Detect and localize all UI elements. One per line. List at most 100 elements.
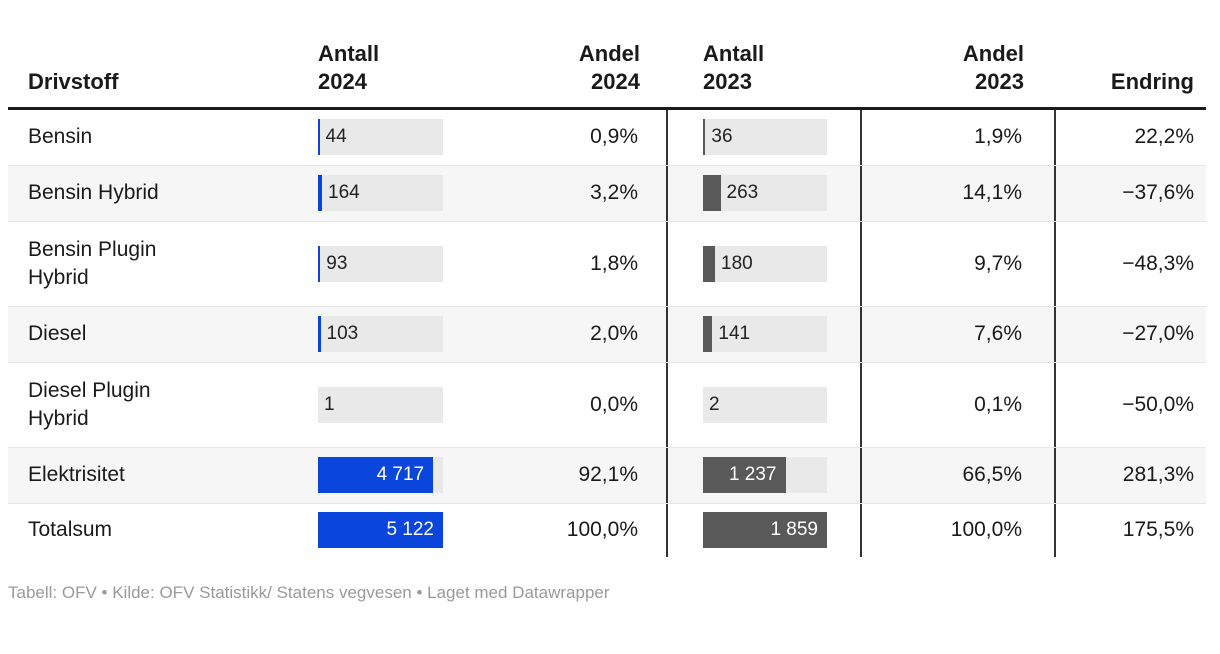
- antall-2023-value: 2: [709, 393, 720, 415]
- andel-2024-value: 92,1%: [480, 447, 668, 503]
- andel-2023-value: 14,1%: [862, 165, 1056, 221]
- antall-2024-cell: 103: [290, 307, 480, 362]
- bar-2023: [703, 119, 706, 156]
- antall-2024-cell: 164: [290, 166, 480, 221]
- datawrapper-table-widget: Drivstoff Antall 2024 Andel 2024 Antall …: [8, 40, 1206, 602]
- andel-2023-value: 7,6%: [862, 306, 1056, 362]
- andel-2024-value: 2,0%: [480, 306, 668, 362]
- fuel-label: Bensin: [28, 125, 93, 149]
- endring-value: 175,5%: [1122, 518, 1194, 542]
- antall-2023-cell: 36: [668, 109, 862, 165]
- fuel-label: Diesel: [28, 322, 87, 346]
- antall-2024-value: 44: [325, 126, 347, 148]
- antall-2023-cell: 1 237: [668, 447, 862, 503]
- andel-2023-value: 9,7%: [862, 221, 1056, 306]
- table-row: Bensin 44 0,9% 36 1,9% 22,2%: [8, 109, 1206, 165]
- table-row: Diesel Plugin Hybrid 1 0,0% 2 0,1% −50,0…: [8, 361, 1206, 447]
- fuel-label: Totalsum: [28, 518, 113, 542]
- andel-2024-value: 3,2%: [480, 165, 668, 221]
- bar-track-2023: 263: [703, 175, 827, 212]
- bar-track-2024: 44: [318, 119, 443, 156]
- antall-2024-cell: 1: [290, 363, 480, 447]
- attribution-footer: Tabell: OFV • Kilde: OFV Statistikk/ Sta…: [8, 582, 610, 602]
- bar-track-2023: 1 237: [703, 457, 827, 494]
- antall-2023-value: 1 859: [770, 519, 818, 541]
- antall-2023-cell: 180: [668, 221, 862, 306]
- antall-2024-value: 1: [324, 393, 335, 415]
- bar-2023: [703, 175, 721, 212]
- fuel-label: Bensin Plugin Hybrid: [28, 237, 157, 289]
- bar-track-2024: 1: [318, 386, 443, 423]
- antall-2023-cell: 1 859: [668, 503, 862, 557]
- andel-2024-value: 1,8%: [480, 221, 668, 306]
- header-antall-2024: Antall 2024: [318, 41, 380, 94]
- bar-track-2024: 164: [318, 175, 443, 212]
- bar-2024: [318, 119, 320, 156]
- andel-2024-value: 0,0%: [480, 362, 668, 447]
- antall-2024-cell: 4 717: [290, 448, 480, 503]
- bar-track-2024: 93: [318, 245, 443, 282]
- bar-track-2024: 5 122: [318, 512, 443, 549]
- bar-track-2023: 1 859: [703, 512, 827, 549]
- antall-2024-value: 103: [326, 323, 359, 345]
- header-endring: Endring: [1110, 68, 1194, 94]
- andel-2024-value: 0,9%: [480, 109, 668, 165]
- antall-2024-cell: 44: [290, 110, 480, 165]
- andel-2023-value: 66,5%: [862, 447, 1056, 503]
- header-drivstoff: Drivstoff: [28, 68, 119, 94]
- fuel-label: Diesel Plugin Hybrid: [28, 378, 151, 430]
- bar-2023: [703, 245, 715, 282]
- table-row: Diesel 103 2,0% 141 7,6% −27,0%: [8, 305, 1206, 362]
- bar-track-2023: 180: [703, 245, 827, 282]
- bar-2023: [703, 457, 786, 494]
- table-header-row: Drivstoff Antall 2024 Andel 2024 Antall …: [8, 40, 1206, 110]
- antall-2024-cell: 5 122: [290, 504, 480, 557]
- antall-2023-value: 36: [711, 126, 733, 148]
- bar-track-2023: 36: [703, 119, 827, 156]
- antall-2024-value: 164: [328, 182, 360, 204]
- header-andel-2024: Andel 2024: [578, 41, 640, 94]
- header-antall-2023: Antall 2023: [703, 41, 765, 94]
- antall-2023-value: 141: [718, 323, 751, 345]
- table-body: Bensin 44 0,9% 36 1,9% 22,2% Bensin Hybr…: [8, 109, 1206, 557]
- antall-2023-cell: 2: [668, 362, 862, 447]
- header-andel-2023: Andel 2023: [962, 41, 1024, 94]
- andel-2023-value: 1,9%: [862, 109, 1056, 165]
- andel-2024-value: 100,0%: [480, 503, 668, 557]
- bar-2024: [318, 175, 322, 212]
- bar-2024: [318, 457, 434, 494]
- bar-2023: [703, 512, 827, 549]
- endring-value: −50,0%: [1122, 392, 1194, 416]
- bar-2023: [703, 316, 713, 353]
- bar-2024: [318, 512, 443, 549]
- andel-2023-value: 100,0%: [862, 503, 1056, 557]
- bar-2024: [318, 245, 321, 282]
- bar-track-2023: 141: [703, 316, 827, 353]
- antall-2023-cell: 141: [668, 306, 862, 362]
- antall-2023-value: 180: [721, 252, 753, 274]
- table-row: Elektrisitet 4 717 92,1% 1 237 66,5% 281…: [8, 446, 1206, 503]
- bar-track-2024: 103: [318, 316, 443, 353]
- antall-2024-value: 93: [326, 252, 348, 274]
- endring-value: −37,6%: [1122, 181, 1194, 205]
- bar-track-2023: 2: [703, 386, 827, 423]
- antall-2024-value: 4 717: [376, 464, 425, 486]
- antall-2023-cell: 263: [668, 165, 862, 221]
- antall-2023-value: 263: [726, 182, 759, 204]
- endring-value: −27,0%: [1122, 322, 1194, 346]
- fuel-label: Bensin Hybrid: [28, 181, 159, 205]
- table-row: Totalsum 5 122 100,0% 1 859 100,0% 175,5…: [8, 502, 1206, 557]
- endring-value: 281,3%: [1122, 463, 1194, 487]
- fuel-label: Elektrisitet: [28, 463, 125, 487]
- antall-2024-value: 5 122: [386, 519, 434, 541]
- antall-2023-value: 1 237: [728, 464, 777, 486]
- fuel-table: Drivstoff Antall 2024 Andel 2024 Antall …: [8, 40, 1206, 557]
- table-row: Bensin Plugin Hybrid 93 1,8% 180 9,7% −4…: [8, 220, 1206, 306]
- endring-value: 22,2%: [1134, 125, 1194, 149]
- endring-value: −48,3%: [1122, 251, 1194, 275]
- andel-2023-value: 0,1%: [862, 362, 1056, 447]
- table-row: Bensin Hybrid 164 3,2% 263 14,1% −37,6%: [8, 164, 1206, 221]
- bar-2024: [318, 316, 321, 353]
- antall-2024-cell: 93: [290, 222, 480, 306]
- bar-track-2024: 4 717: [318, 457, 443, 494]
